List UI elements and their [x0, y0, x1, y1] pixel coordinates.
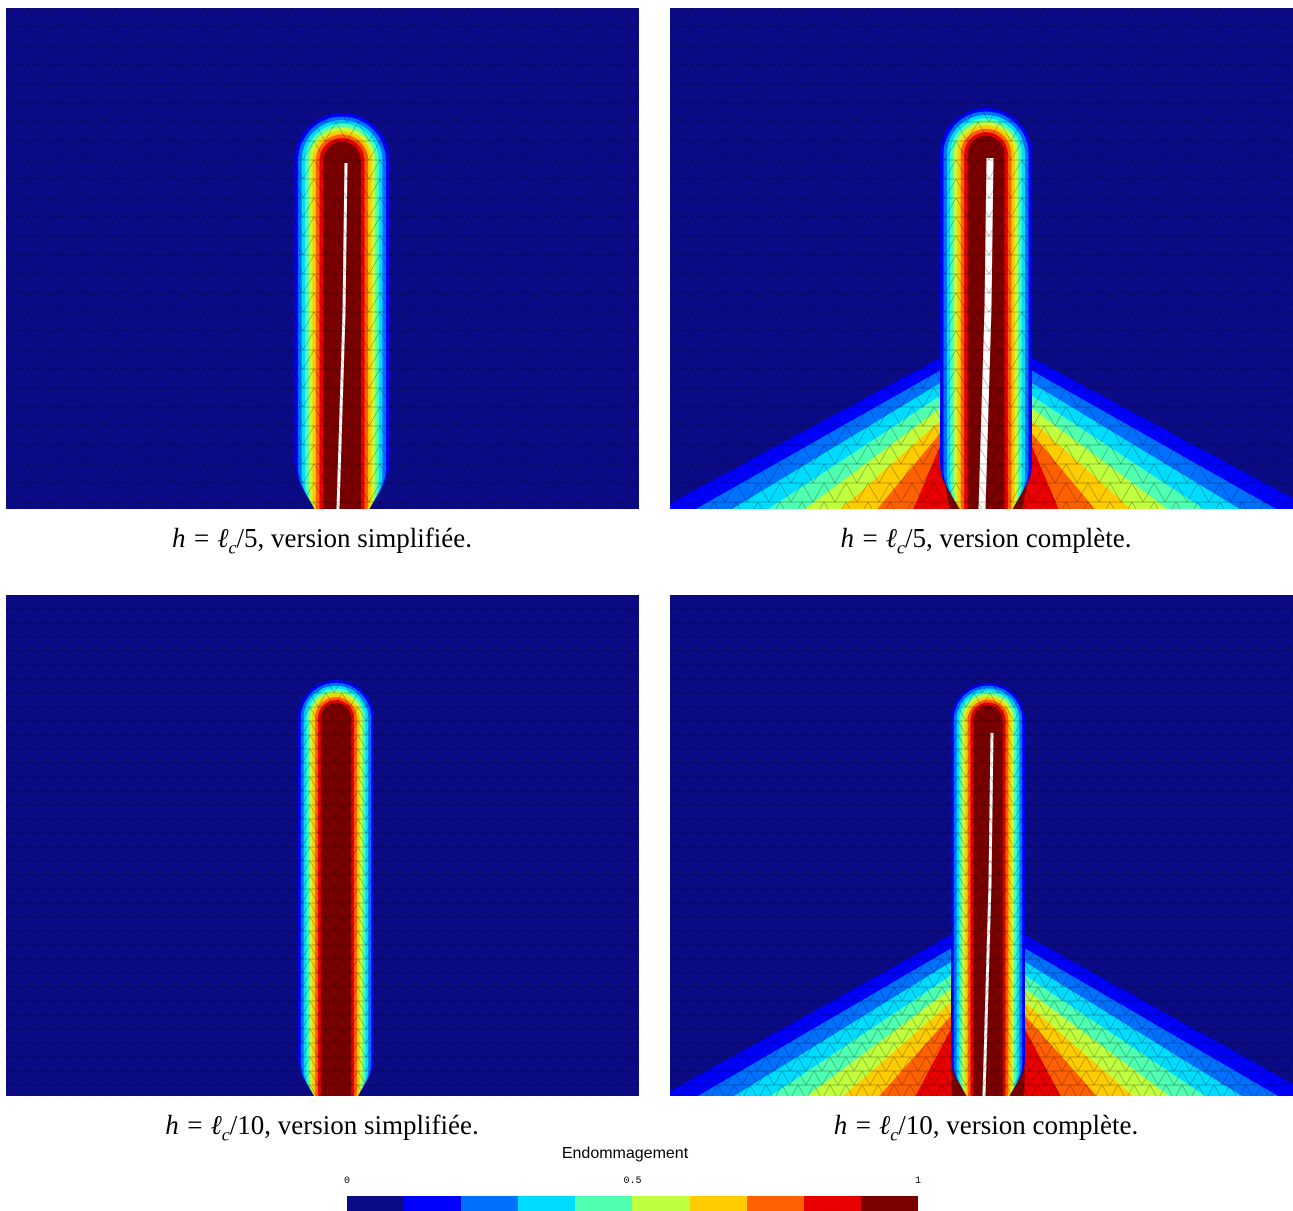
caption: h = ℓc/5, version simplifiée.: [2, 523, 642, 558]
mesh: [6, 595, 639, 1096]
damage-field: [670, 8, 1293, 509]
colorbar-swatch: [518, 1196, 576, 1211]
caption-lhs: h = ℓ: [172, 523, 229, 553]
caption-rhs: /10, version simplifiée.: [229, 1110, 479, 1140]
colorbar-swatch: [404, 1196, 462, 1211]
colorbar-swatch: [860, 1196, 918, 1211]
caption-lhs: h = ℓ: [840, 523, 897, 553]
mesh: [6, 8, 639, 509]
caption-lhs: h = ℓ: [833, 1110, 891, 1140]
colorbar-swatch: [461, 1196, 519, 1211]
mesh: [670, 8, 1293, 509]
mesh: [670, 595, 1293, 1096]
colorbar-swatch: [347, 1196, 405, 1211]
caption: h = ℓc/5, version complète.: [666, 523, 1293, 558]
damage-field: [6, 8, 639, 509]
caption-sub: c: [228, 537, 237, 558]
caption: h = ℓc/10, version simplifiée.: [2, 1110, 642, 1145]
colorbar-swatch: [803, 1196, 861, 1211]
damage-field: [670, 595, 1293, 1096]
caption-rhs: /5, version complète.: [905, 523, 1132, 553]
colorbar-swatch: [632, 1196, 690, 1211]
colorbar-swatch: [575, 1196, 633, 1211]
damage-field: [6, 595, 639, 1096]
colorbar-swatch: [689, 1196, 747, 1211]
caption-sub: c: [897, 537, 905, 558]
colorbar-tick-label: 0.5: [623, 1176, 642, 1187]
caption: h = ℓc/10, version complète.: [666, 1110, 1293, 1145]
colorbar-tick-label: 0: [343, 1176, 351, 1187]
caption-rhs: /5, version simplifiée.: [236, 523, 472, 553]
caption-rhs: /10, version complète.: [898, 1110, 1139, 1140]
caption-sub: c: [221, 1124, 230, 1145]
caption-sub: c: [890, 1124, 899, 1145]
colorbar-title: Endommagement: [561, 1145, 689, 1162]
caption-lhs: h = ℓ: [165, 1110, 222, 1140]
colorbar: [347, 1196, 918, 1211]
colorbar-tick-label: 1: [914, 1176, 922, 1187]
colorbar-swatch: [746, 1196, 804, 1211]
